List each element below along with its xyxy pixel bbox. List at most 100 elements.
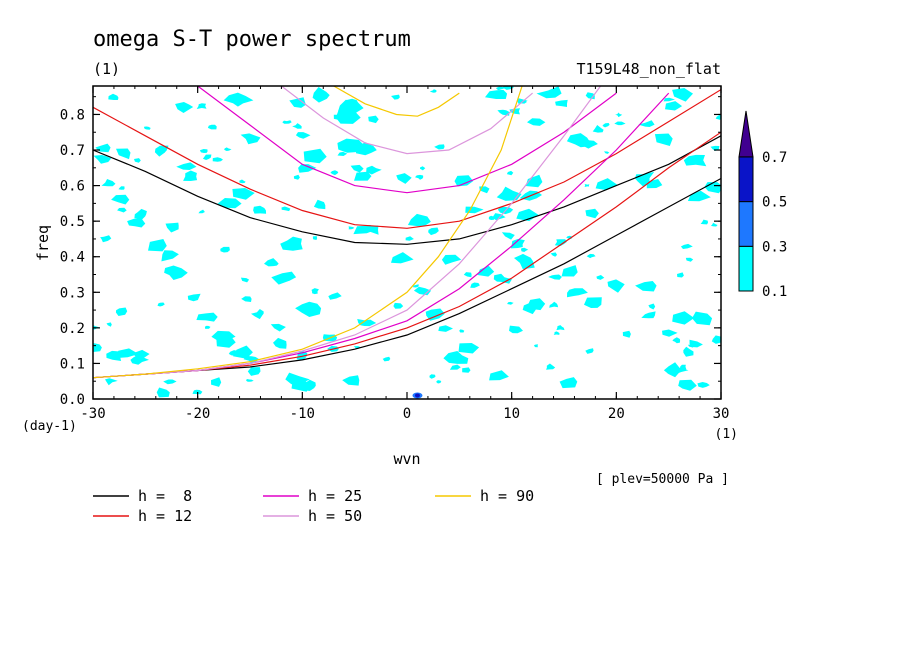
- power-patch: [291, 380, 311, 392]
- power-patch: [330, 170, 339, 176]
- x-tick-label: -10: [290, 406, 315, 422]
- power-patch: [488, 215, 495, 220]
- power-patch: [683, 346, 694, 357]
- x-tick-label: 20: [608, 406, 625, 422]
- power-patch: [199, 149, 208, 153]
- power-patch: [554, 239, 567, 246]
- power-patch: [680, 243, 693, 249]
- power-patch: [292, 123, 302, 129]
- power-patch: [348, 226, 355, 230]
- power-patch: [459, 329, 465, 333]
- power-patch: [534, 344, 538, 348]
- power-patch: [465, 206, 484, 214]
- power-patch: [521, 247, 529, 252]
- power-patch: [462, 367, 471, 373]
- power-patch: [234, 97, 241, 101]
- power-patch: [393, 302, 404, 309]
- power-patch: [282, 120, 292, 124]
- power-patch: [622, 330, 631, 338]
- y-axis-ticks: 0.0 0.1 0.2 0.3 0.4 0.5 0.6 0.7 0.8: [60, 96, 721, 408]
- power-patch: [127, 218, 146, 228]
- power-patch: [295, 301, 322, 317]
- power-patch: [204, 325, 211, 329]
- power-patch: [134, 158, 141, 163]
- power-patch: [685, 257, 694, 262]
- x-tick-label: 30: [713, 406, 730, 422]
- power-patch: [233, 345, 253, 359]
- power-patch: [293, 174, 300, 180]
- colorbar-level-label: 0.5: [762, 195, 787, 211]
- power-patch: [556, 325, 565, 331]
- dispersion-curves: [93, 86, 721, 379]
- y-tick-label: 0.5: [60, 214, 85, 230]
- power-patch: [604, 151, 610, 154]
- y-tick-label: 0.8: [60, 107, 85, 123]
- power-patch: [105, 378, 118, 386]
- power-patch: [264, 258, 279, 267]
- power-patch: [602, 123, 610, 128]
- power-patch: [106, 322, 112, 327]
- power-patch: [165, 222, 179, 233]
- x-axis-ticks: -30 -20 -10 0 10 20 30: [80, 86, 729, 422]
- power-patch: [451, 354, 461, 362]
- power-patch: [95, 143, 111, 153]
- power-patch: [144, 126, 151, 130]
- power-patch: [561, 265, 578, 277]
- legend-label: h = 25: [308, 487, 362, 505]
- power-patch: [351, 142, 376, 153]
- power-patch: [692, 311, 713, 326]
- power-patch: [501, 232, 515, 240]
- power-patch: [700, 219, 708, 225]
- power-patch: [536, 86, 562, 99]
- power-patch: [281, 206, 291, 212]
- power-patch: [350, 164, 364, 173]
- power-patch: [311, 288, 319, 295]
- x-tick-label: 0: [403, 406, 411, 422]
- legend: h = 8 h = 25 h = 90 h = 12 h = 50: [93, 487, 534, 525]
- power-patch: [688, 344, 694, 348]
- power-patch: [246, 379, 254, 382]
- power-patch: [335, 109, 361, 124]
- x-axis-unit: (1): [715, 427, 738, 442]
- chart-title: omega S-T power spectrum: [93, 27, 411, 52]
- power-patch: [415, 174, 424, 180]
- power-patch: [470, 282, 480, 288]
- power-patch: [429, 374, 436, 379]
- power-patch: [429, 89, 437, 93]
- power-patch: [638, 120, 655, 127]
- colorbar-segment: [738, 156, 754, 203]
- power-patch: [273, 337, 287, 349]
- power-patch: [509, 108, 520, 115]
- y-axis-unit: (day-1): [22, 419, 77, 434]
- curve-h12-upper: [93, 89, 721, 229]
- curve-h8-lower: [93, 177, 721, 379]
- colorbar-top-arrow: [738, 110, 754, 158]
- power-patch: [584, 297, 602, 308]
- y-tick-label: 0.3: [60, 285, 85, 301]
- power-patch: [497, 109, 510, 116]
- colorbar-level-label: 0.3: [762, 239, 787, 255]
- power-patch: [118, 186, 125, 190]
- power-patch: [454, 175, 474, 187]
- power-patch: [183, 170, 198, 181]
- power-patch: [672, 337, 681, 344]
- power-patch: [106, 350, 122, 361]
- power-patch: [391, 252, 414, 264]
- power-patch: [434, 144, 445, 150]
- power-patch: [196, 103, 207, 109]
- power-patch: [251, 309, 264, 320]
- power-patch: [298, 164, 317, 173]
- power-patch: [527, 118, 546, 126]
- power-patch: [672, 88, 693, 102]
- power-patch: [615, 112, 623, 118]
- power-patch: [337, 151, 348, 156]
- power-patch: [496, 186, 522, 201]
- power-patch: [280, 236, 303, 251]
- power-patch: [677, 272, 684, 278]
- power-patch: [641, 311, 656, 319]
- power-patch: [220, 246, 230, 253]
- colorbar-segment: [738, 201, 754, 247]
- power-patch: [312, 87, 330, 103]
- power-patch-peak: [414, 393, 420, 398]
- power-patch: [243, 356, 260, 365]
